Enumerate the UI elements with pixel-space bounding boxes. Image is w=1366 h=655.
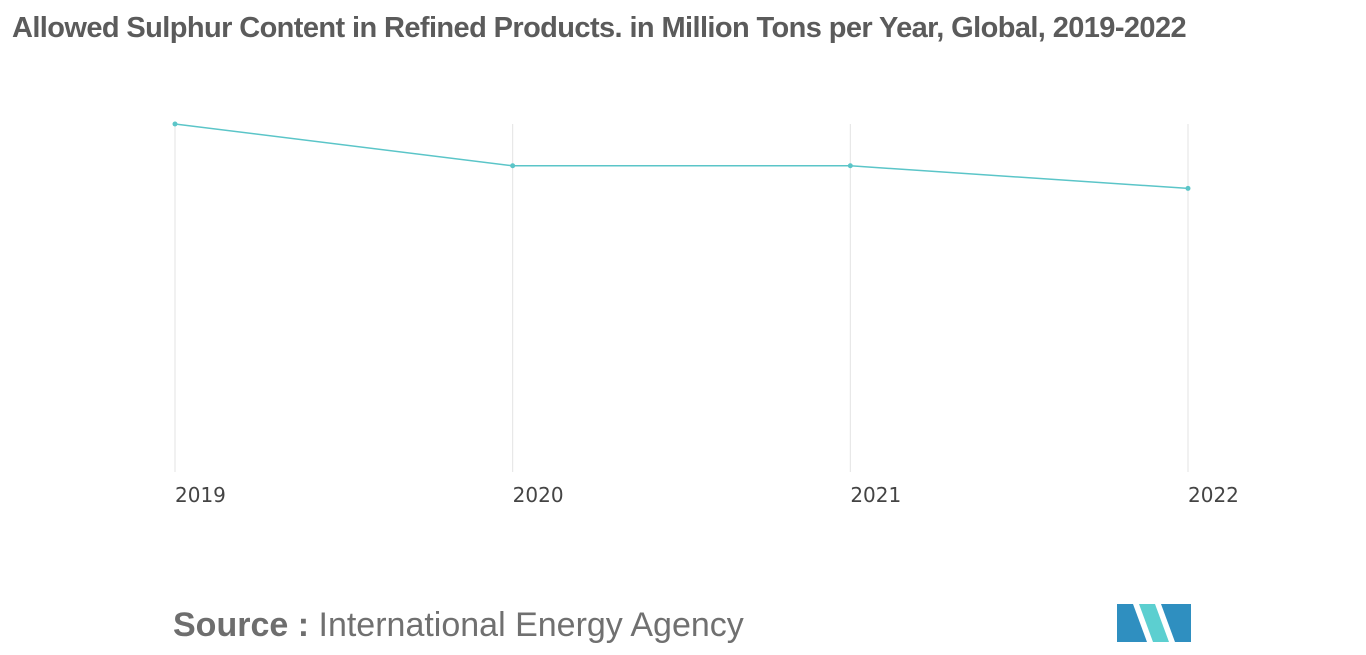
source-note: Source : International Energy Agency [173,606,744,645]
data-points [172,121,1191,191]
data-point-2019 [172,121,178,127]
series-line [174,123,1189,190]
gridlines [174,124,1189,472]
data-point-2020 [510,163,516,169]
data-point-2021 [847,163,853,169]
source-value: International Energy Agency [318,606,744,644]
x-tick-label-2019: 2019 [175,483,226,507]
logo-shape-mid [1139,604,1169,642]
series-line-group [174,123,1189,190]
data-point-2022 [1185,185,1191,191]
line-chart: 2019 2020 2021 2022 [172,121,1239,507]
x-tick-label-2020: 2020 [513,483,564,507]
logo-shape-right [1161,604,1191,642]
logo-shape-left [1117,604,1147,642]
source-label: Source : [173,606,310,644]
x-tick-label-2022: 2022 [1188,483,1239,507]
x-tick-label-2021: 2021 [850,483,901,507]
x-axis-ticks: 2019 2020 2021 2022 [175,483,1239,507]
chart-title: Allowed Sulphur Content in Refined Produ… [12,12,1187,44]
mordor-logo-icon [1117,604,1191,642]
